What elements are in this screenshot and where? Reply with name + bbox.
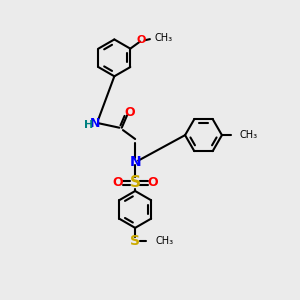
- Text: H: H: [84, 120, 93, 130]
- Text: CH₃: CH₃: [240, 130, 258, 140]
- Text: O: O: [147, 176, 158, 189]
- Text: S: S: [130, 175, 141, 190]
- Text: CH₃: CH₃: [156, 236, 174, 246]
- Text: O: O: [137, 35, 146, 45]
- Text: O: O: [124, 106, 135, 119]
- Text: O: O: [112, 176, 123, 189]
- Text: N: N: [90, 117, 100, 130]
- Text: N: N: [129, 155, 141, 169]
- Text: S: S: [130, 234, 140, 248]
- Text: CH₃: CH₃: [154, 33, 172, 43]
